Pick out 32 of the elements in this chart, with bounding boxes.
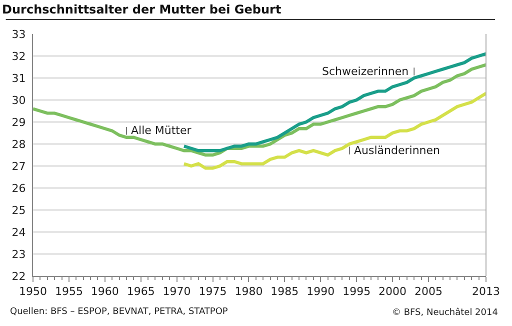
series-label: Ausländerinnen [354,144,440,157]
y-tick-label: 31 [12,72,26,85]
x-tick-label: 2013 [472,285,500,298]
y-tick-label: 32 [12,50,26,63]
x-tick-label: 1955 [54,285,83,298]
series-label: Schweizerinnen [322,65,409,78]
x-tick-label: 1975 [198,285,227,298]
text: © BFS, Neuchâtel 2014 [392,307,498,318]
series-label: Alle Mütter [131,124,192,137]
y-tick-label: 25 [12,204,26,217]
x-tick-label: 1950 [19,285,47,298]
x-tick-label: 1980 [234,285,263,298]
x-tick-label: 1970 [162,285,191,298]
y-tick-label: 28 [12,138,26,151]
y-tick-label: 33 [12,28,26,41]
chart-title: Durchschnittsalter der Mutter bei Geburt [2,2,282,16]
x-tick-label: 1990 [306,285,335,298]
y-tick-label: 22 [12,270,26,283]
x-tick-label: 1960 [90,285,119,298]
x-tick-label: 1995 [342,285,371,298]
x-tick-label: 2005 [414,285,442,298]
x-tick-label: 2000 [378,285,407,298]
y-tick-label: 29 [12,116,26,129]
line-series [33,63,486,157]
x-tick-label: 1985 [270,285,299,298]
y-tick-label: 27 [12,160,26,173]
y-tick-label: 26 [12,182,26,195]
y-tick-label: 24 [12,226,26,239]
source-note: Quellen: BFS – ESPOP, BEVNAT, PETRA, STATPOP [10,307,228,317]
y-tick-label: 23 [12,248,26,261]
y-tick-label: 30 [12,94,26,107]
x-tick-label: 1965 [126,285,155,298]
